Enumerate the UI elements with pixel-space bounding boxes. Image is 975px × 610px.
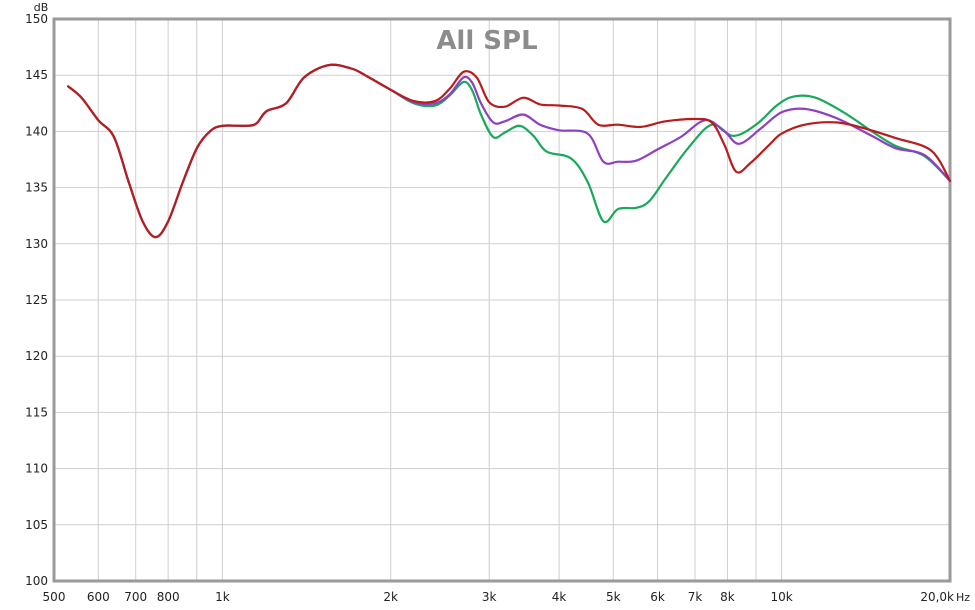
y-axis-unit: dB: [34, 1, 49, 14]
series-line-2: [67, 63, 952, 239]
x-tick-label-5k: 5k: [606, 590, 621, 604]
y-tick-label-130: 130: [25, 237, 48, 251]
y-tick-label-115: 115: [25, 405, 48, 419]
y-axis-ticks: 100 105 110 115 120 125 130 135 140 145 150: [25, 12, 48, 588]
x-tick-label-600: 600: [87, 590, 110, 604]
y-tick-label-140: 140: [25, 124, 48, 138]
x-tick-label-700: 700: [124, 590, 147, 604]
plot-frame: [52, 17, 952, 583]
x-tick-label-1k: 1k: [215, 590, 230, 604]
x-tick-label-4k: 4k: [552, 590, 567, 604]
y-tick-label-150: 150: [25, 12, 48, 26]
chart-grid: [53, 18, 951, 582]
x-tick-label-20,0k: 20,0k: [920, 590, 954, 604]
chart-series: [67, 63, 952, 239]
x-tick-label-2k: 2k: [383, 590, 398, 604]
x-axis-ticks: 500 600 700 800 1k 2k 3k 4k 5k 6k 7k 8k 10k 20,0k: [43, 590, 955, 604]
x-tick-label-6k: 6k: [650, 590, 665, 604]
y-tick-label-125: 125: [25, 293, 48, 307]
x-tick-label-8k: 8k: [720, 590, 735, 604]
x-tick-label-7k: 7k: [688, 590, 703, 604]
y-tick-label-135: 135: [25, 181, 48, 195]
y-tick-label-120: 120: [25, 349, 48, 363]
x-axis-unit: Hz: [956, 591, 970, 604]
series-line-1: [67, 63, 952, 239]
y-tick-label-145: 145: [25, 68, 48, 82]
y-tick-label-105: 105: [25, 518, 48, 532]
x-tick-label-3k: 3k: [482, 590, 497, 604]
y-tick-label-100: 100: [25, 574, 48, 588]
chart-title: All SPL: [436, 26, 537, 56]
y-tick-label-110: 110: [25, 462, 48, 476]
x-tick-label-800: 800: [157, 590, 180, 604]
x-tick-label-10k: 10k: [771, 590, 793, 604]
x-tick-label-500: 500: [43, 590, 66, 604]
series-line-3: [67, 63, 952, 239]
